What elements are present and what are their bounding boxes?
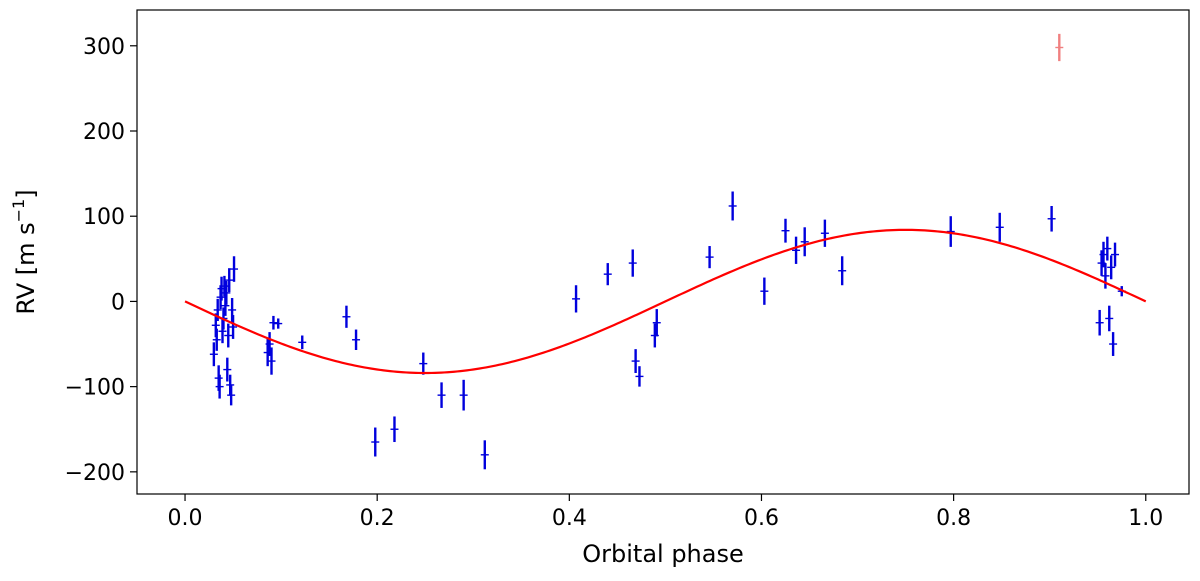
y-tick-label: 200: [83, 120, 125, 145]
rv-data-point: [298, 335, 307, 350]
y-tick-label: 100: [83, 205, 125, 230]
x-tick-label: 0.6: [744, 506, 779, 531]
rv-data-point: [628, 249, 637, 277]
rv-data-point: [209, 342, 218, 367]
plot-frame: [136, 9, 1190, 495]
rv-data-point: [229, 315, 238, 339]
rv-data-point: [1103, 236, 1112, 261]
rv-data-point: [215, 374, 224, 399]
rv-data-point: [800, 227, 809, 257]
rv-data-point: [1101, 263, 1110, 289]
y-tick-label: −100: [65, 376, 125, 401]
rv-data-point: [572, 285, 581, 313]
y-tick-label: 300: [83, 35, 125, 60]
rv-data-point: [267, 347, 276, 375]
rv-data-point: [225, 268, 234, 293]
x-tick-label: 1.0: [1128, 506, 1163, 531]
rv-data-point: [352, 329, 361, 350]
rv-data-point: [419, 352, 428, 375]
rv-data-point: [635, 366, 644, 387]
rv-data-point: [705, 246, 714, 269]
rv-data-point: [227, 384, 236, 406]
y-axis-label-end: ]: [12, 189, 40, 198]
rv-data-point: [995, 212, 1004, 242]
rv-data-point: [1105, 305, 1114, 332]
x-tick-label: 0.4: [552, 506, 587, 531]
rv-data-point: [222, 280, 231, 305]
rv-data-point: [820, 219, 829, 247]
rv-data-point: [265, 332, 274, 356]
rv-data-point: [781, 218, 790, 243]
rv-data-point: [1111, 242, 1120, 267]
rv-data-point: [212, 328, 221, 351]
rv-data-point: [459, 379, 468, 411]
rv-data-point: [480, 440, 489, 470]
model-curve: [184, 228, 1147, 375]
y-axis-label-sup: −1: [9, 199, 28, 223]
rv-data-point: [371, 427, 380, 457]
rv-data-point: [631, 349, 640, 373]
rv-data-point: [223, 357, 232, 382]
rv-data-point: [274, 318, 283, 329]
x-axis-label: Orbital phase: [582, 540, 744, 568]
rv-data-point: [230, 256, 239, 282]
rv-data-point: [390, 416, 399, 443]
rv-data-point: [224, 323, 233, 348]
y-tick-label: −200: [65, 461, 125, 486]
x-tick-label: 0.0: [168, 506, 203, 531]
rv-data-point: [1107, 255, 1116, 280]
x-tick-label: 0.2: [360, 506, 395, 531]
rv-data-point: [652, 309, 661, 337]
rv-data-point: [728, 191, 737, 221]
rv-data-point: [760, 277, 769, 305]
y-axis-label: RV [m s−1]: [9, 189, 40, 314]
rv-data-point: [342, 305, 351, 328]
rv-data-point: [269, 315, 278, 330]
rv-outlier-point: [1055, 33, 1064, 62]
rv-data-point: [1095, 309, 1104, 336]
x-tick-label: 0.8: [936, 506, 971, 531]
rv-data-point: [603, 263, 612, 286]
data-layer: [209, 33, 1126, 470]
rv-data-point: [792, 236, 801, 264]
ticks-layer: 0.0 0.2 0.4 0.6 0.8 1.0 −200 −100 0 100 200 300: [65, 35, 1164, 531]
rv-data-point: [838, 256, 847, 286]
rv-data-point: [1047, 205, 1056, 232]
y-axis-label-main: RV [m s: [12, 222, 40, 314]
rv-data-point: [1109, 332, 1118, 356]
rv-data-point: [437, 382, 446, 408]
y-tick-label: 0: [111, 290, 125, 315]
